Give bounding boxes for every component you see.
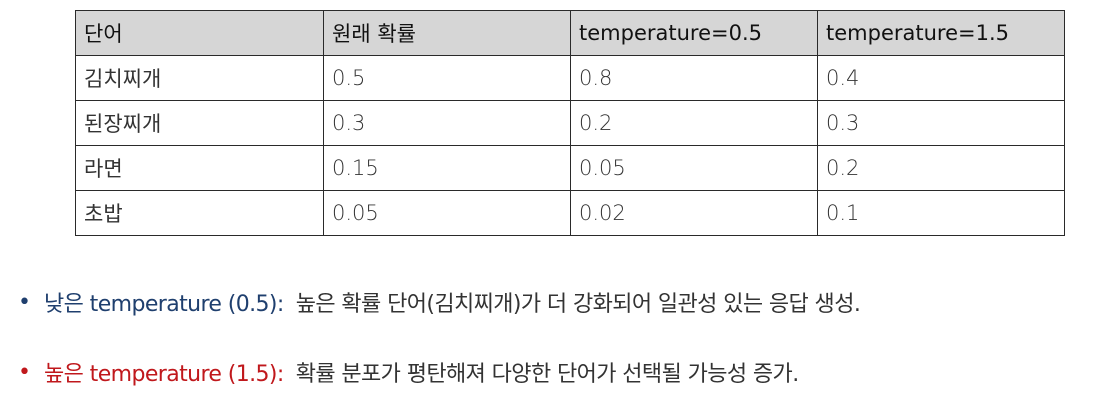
cell-original-probability: 0.3 (323, 100, 571, 146)
cell-temperature-high: 0.3 (817, 100, 1065, 146)
cell-word: 초밥 (75, 190, 324, 236)
table-header-row: 단어 원래 확률 temperature=0.5 temperature=1.5 (75, 10, 1065, 56)
probability-table: 단어 원래 확률 temperature=0.5 temperature=1.5… (75, 10, 1065, 236)
cell-temperature-low: 0.05 (570, 145, 818, 191)
cell-temperature-high: 0.4 (817, 55, 1065, 101)
cell-original-probability: 0.15 (323, 145, 571, 191)
cell-temperature-low: 0.8 (570, 55, 818, 101)
explanation-list: • 낮은 temperature (0.5): 높은 확률 단어(김치찌개)가 … (18, 282, 1088, 392)
header-word: 단어 (75, 10, 324, 56)
bullet-dot: • (18, 359, 31, 385)
bullet-text: 높은 확률 단어(김치찌개)가 더 강화되어 일관성 있는 응답 생성. (295, 292, 861, 317)
table-row: 초밥 0.05 0.02 0.1 (75, 190, 1065, 236)
cell-original-probability: 0.05 (323, 190, 571, 236)
bullet-low-temperature: • 낮은 temperature (0.5): 높은 확률 단어(김치찌개)가 … (18, 282, 1088, 322)
table-row: 김치찌개 0.5 0.8 0.4 (75, 55, 1065, 101)
cell-word: 라면 (75, 145, 324, 191)
bullet-lead: 높은 temperature (1.5): (44, 362, 284, 387)
cell-temperature-high: 0.1 (817, 190, 1065, 236)
bullet-text: 확률 분포가 평탄해져 다양한 단어가 선택될 가능성 증가. (295, 362, 799, 387)
header-temperature-low: temperature=0.5 (570, 10, 818, 56)
cell-word: 김치찌개 (75, 55, 324, 101)
header-original-probability: 원래 확률 (323, 10, 571, 56)
table-row: 라면 0.15 0.05 0.2 (75, 145, 1065, 191)
bullet-lead: 낮은 temperature (0.5): (44, 292, 284, 317)
cell-temperature-high: 0.2 (817, 145, 1065, 191)
bullet-high-temperature: • 높은 temperature (1.5): 확률 분포가 평탄해져 다양한 … (18, 352, 1088, 392)
bullet-dot: • (18, 289, 31, 315)
header-temperature-high: temperature=1.5 (817, 10, 1065, 56)
table-row: 된장찌개 0.3 0.2 0.3 (75, 100, 1065, 146)
cell-word: 된장찌개 (75, 100, 324, 146)
cell-original-probability: 0.5 (323, 55, 571, 101)
cell-temperature-low: 0.2 (570, 100, 818, 146)
cell-temperature-low: 0.02 (570, 190, 818, 236)
